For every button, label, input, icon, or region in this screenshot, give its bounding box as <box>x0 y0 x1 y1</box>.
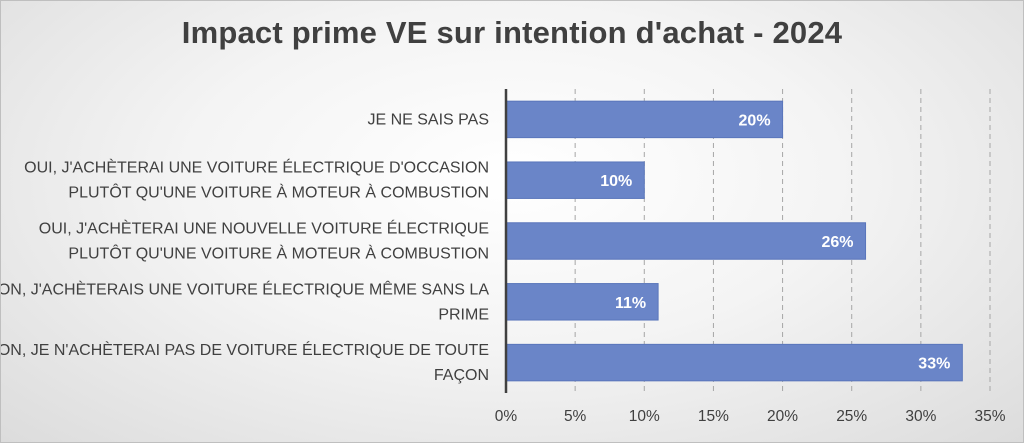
x-tick-label: 15% <box>698 408 729 425</box>
x-tick-label: 30% <box>905 408 936 425</box>
bar <box>505 222 867 260</box>
bar <box>505 343 963 382</box>
category-label: PLUTÔT QU'UNE VOITURE À MOTEUR À COMBUST… <box>68 244 489 263</box>
bar <box>505 283 659 321</box>
category-label: NON, JE N'ACHÈTERAI PAS DE VOITURE ÉLECT… <box>1 340 489 359</box>
bar <box>505 100 784 139</box>
x-tick-label: 35% <box>974 408 1005 425</box>
data-label: 33% <box>918 356 950 373</box>
bar <box>505 161 645 199</box>
data-label: 26% <box>822 234 854 251</box>
category-label: FAÇON <box>434 367 489 384</box>
category-label: JE NE SAIS PAS <box>367 111 489 128</box>
x-tick-label: 20% <box>767 408 798 425</box>
data-label: 11% <box>615 295 646 312</box>
x-tick-label: 10% <box>629 408 660 425</box>
x-tick-label: 25% <box>836 408 867 425</box>
data-label: 20% <box>739 112 771 129</box>
category-label: OUI, J'ACHÈTERAI UNE VOITURE ÉLECTRIQUE … <box>24 158 489 177</box>
category-label: PRIME <box>438 306 489 323</box>
chart-title: Impact prime VE sur intention d'achat - … <box>181 15 843 50</box>
x-tick-label: 5% <box>564 408 587 425</box>
data-label: 10% <box>600 173 632 190</box>
category-label: NON, J'ACHÈTERAIS UNE VOITURE ÉLECTRIQUE… <box>1 279 489 298</box>
x-tick-label: 0% <box>495 408 518 425</box>
category-label: PLUTÔT QU'UNE VOITURE À MOTEUR À COMBUST… <box>68 183 489 202</box>
category-label: OUI, J'ACHÈTERAI UNE NOUVELLE VOITURE ÉL… <box>39 219 489 238</box>
